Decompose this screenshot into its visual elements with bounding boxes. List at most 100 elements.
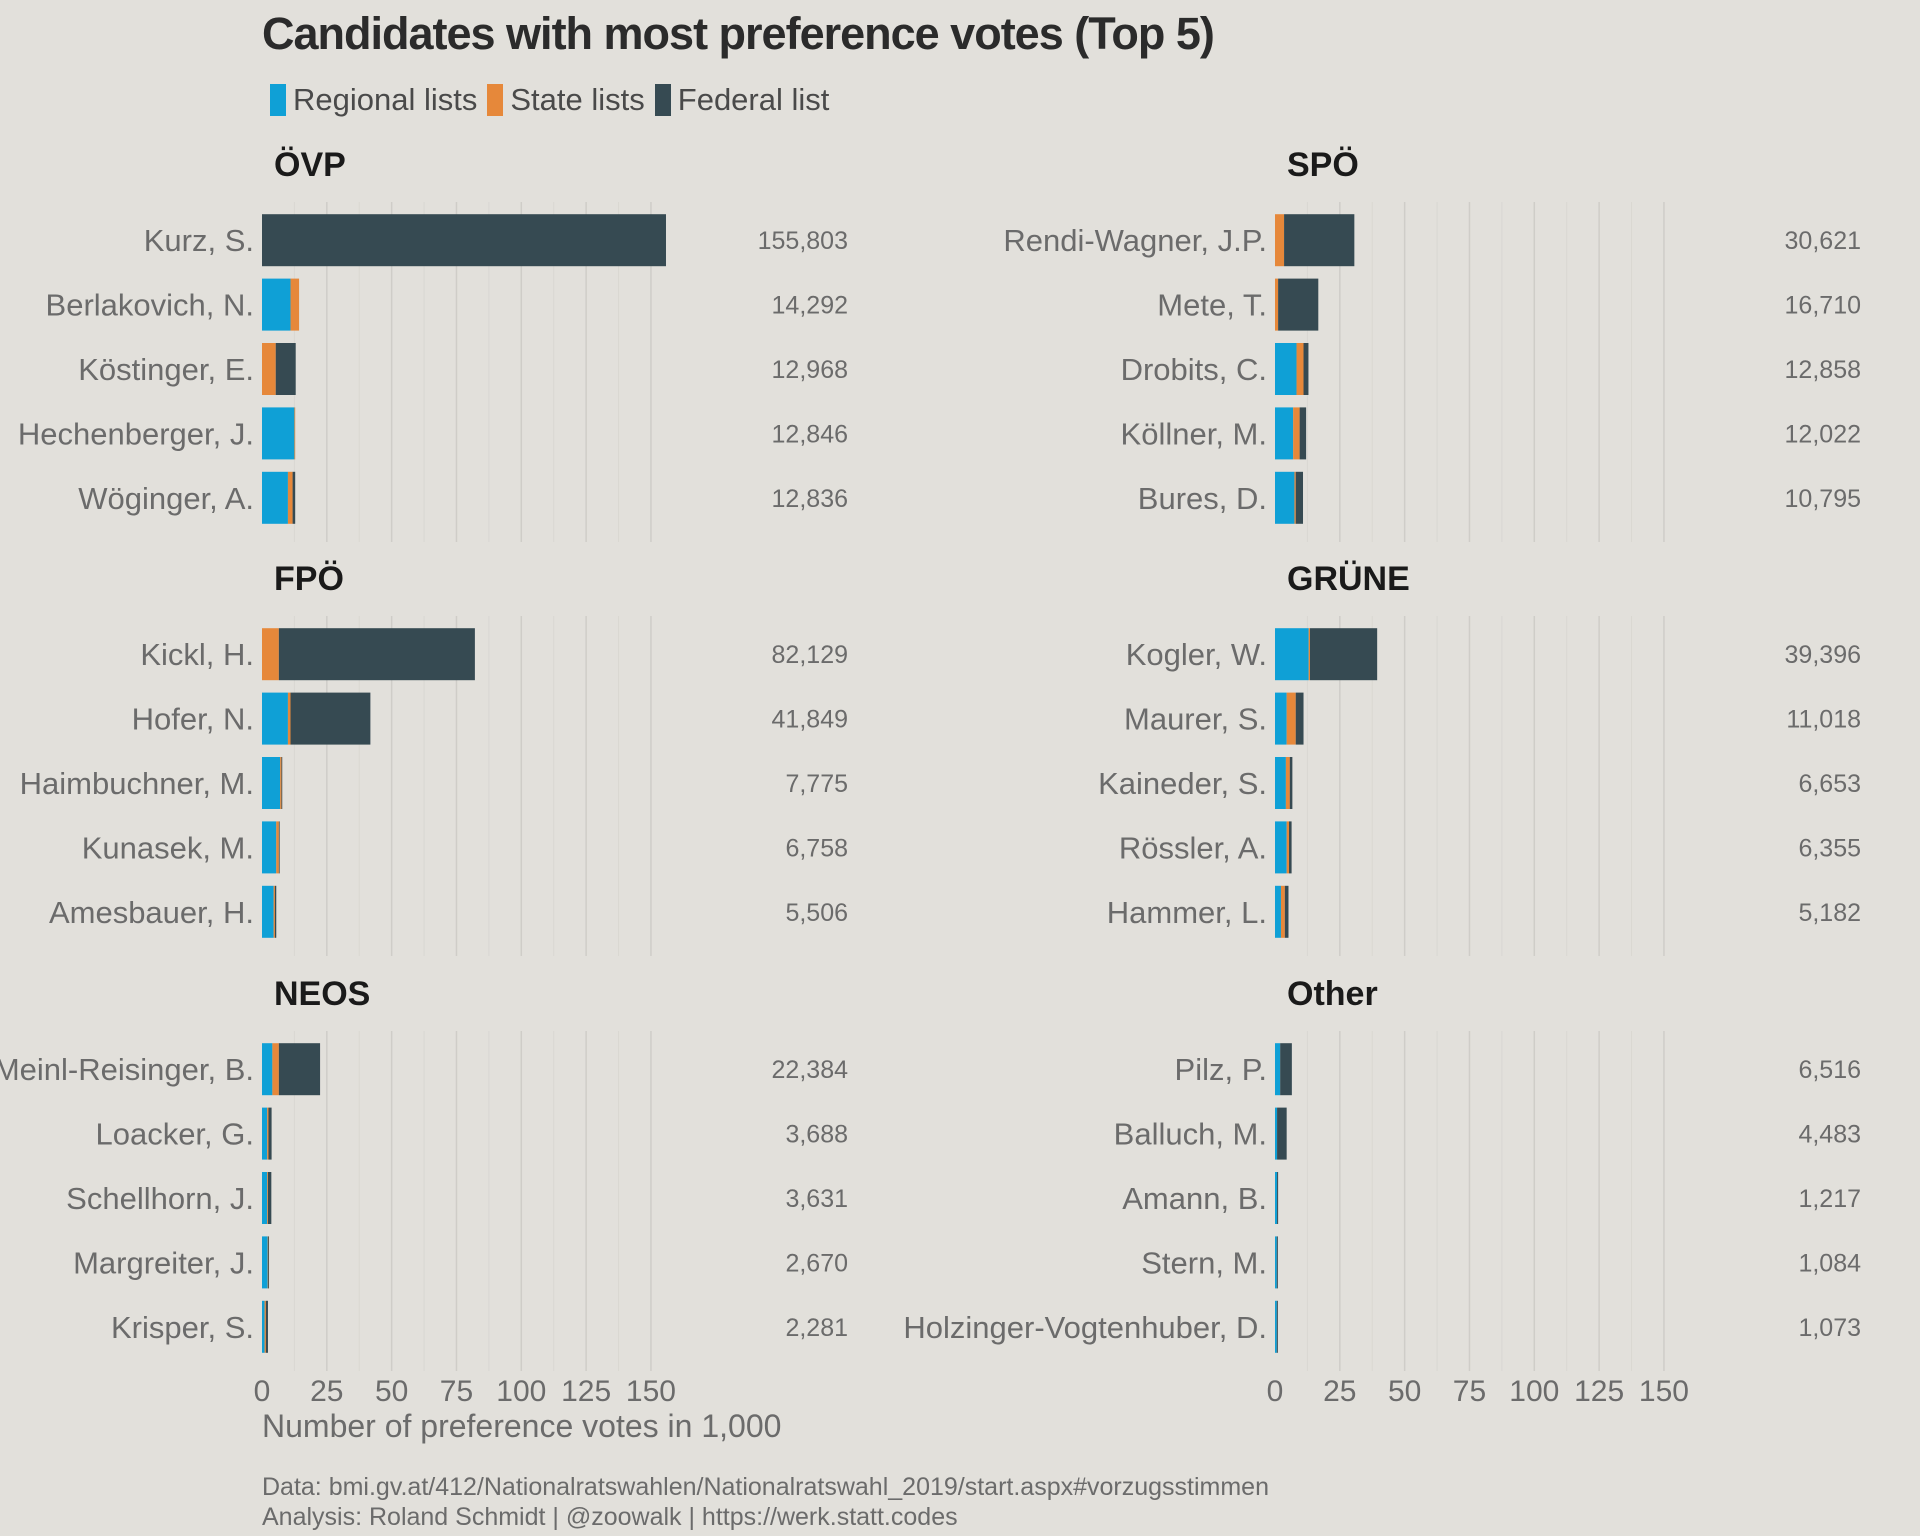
bar-grune-kogler-w-federal xyxy=(1310,628,1378,681)
total-label-kickl-h: 82,129 xyxy=(772,641,848,669)
bar-spo-mete-t-state xyxy=(1275,278,1279,331)
bar-other-holzinger-vogtenhuber-d-federal xyxy=(1276,1300,1278,1353)
x-tick-label-right-25: 25 xyxy=(1323,1375,1356,1408)
panel-title-spo: SPÖ xyxy=(1287,146,1359,184)
bar-neos-krisper-s-state xyxy=(264,1300,266,1353)
bar-grune-hammer-l-regional xyxy=(1275,885,1281,938)
candidate-label-rossler-a: Rössler, A. xyxy=(1119,830,1267,865)
panel-title-grune: GRÜNE xyxy=(1287,560,1410,598)
candidate-label-amesbauer-h: Amesbauer, H. xyxy=(49,895,254,930)
candidate-label-woginger-a: Wöginger, A. xyxy=(78,481,254,516)
bar-grune-hammer-l-state xyxy=(1280,885,1285,938)
x-tick-label-left-0: 0 xyxy=(254,1375,271,1408)
candidate-label-hammer-l: Hammer, L. xyxy=(1107,895,1267,930)
bar-neos-loacker-g-regional xyxy=(262,1107,268,1160)
candidate-label-kurz-s: Kurz, S. xyxy=(144,223,254,258)
bar-ovp-berlakovich-n-regional xyxy=(262,278,291,331)
bar-grune-maurer-s-state xyxy=(1286,692,1296,745)
bar-fpo-haimbuchner-m-state xyxy=(280,757,282,809)
bar-other-stern-m-federal xyxy=(1276,1236,1278,1289)
total-label-loacker-g: 3,688 xyxy=(785,1121,848,1149)
total-label-hofer-n: 41,849 xyxy=(772,706,848,734)
bar-fpo-haimbuchner-m-regional xyxy=(262,757,281,809)
legend-swatch-state xyxy=(487,84,504,116)
bar-spo-bures-d-regional xyxy=(1275,471,1295,524)
bar-fpo-hofer-n-federal xyxy=(290,692,371,745)
total-label-kollner-m: 12,022 xyxy=(1785,420,1861,448)
bar-neos-schellhorn-j-federal xyxy=(267,1172,272,1224)
total-label-kogler-w: 39,396 xyxy=(1785,641,1861,669)
bar-spo-drobits-c-federal xyxy=(1303,343,1309,395)
bar-spo-drobits-c-state xyxy=(1296,343,1304,395)
candidate-label-margreiter-j: Margreiter, J. xyxy=(73,1245,254,1280)
bar-ovp-kurz-s-federal xyxy=(262,214,666,267)
bar-ovp-berlakovich-n-state xyxy=(290,278,300,331)
candidate-label-balluch-m: Balluch, M. xyxy=(1114,1117,1267,1152)
legend-item-state: State lists xyxy=(487,82,645,118)
legend-item-regional: Regional lists xyxy=(270,82,477,118)
x-tick-label-right-50: 50 xyxy=(1388,1375,1421,1408)
legend-label-federal: Federal list xyxy=(677,82,830,117)
bar-spo-mete-t-federal xyxy=(1278,278,1319,331)
panel-title-fpo: FPÖ xyxy=(274,560,344,598)
bar-fpo-hofer-n-regional xyxy=(262,692,288,745)
legend-swatch-regional xyxy=(270,84,286,116)
bar-neos-margreiter-j-federal xyxy=(268,1236,270,1289)
bar-ovp-kostinger-e-state xyxy=(262,343,276,395)
bar-grune-rossler-a-state xyxy=(1286,821,1290,874)
bar-grune-rossler-a-federal xyxy=(1289,821,1292,874)
total-label-holzinger-vogtenhuber-d: 1,073 xyxy=(1798,1314,1861,1342)
total-label-stern-m: 1,084 xyxy=(1798,1249,1861,1277)
x-tick-label-right-0: 0 xyxy=(1267,1375,1284,1408)
bar-fpo-amesbauer-h-federal xyxy=(274,885,277,938)
total-label-hechenberger-j: 12,846 xyxy=(772,420,848,448)
candidate-label-schellhorn-j: Schellhorn, J. xyxy=(66,1181,254,1216)
bar-grune-maurer-s-federal xyxy=(1295,692,1304,745)
total-label-pilz-p: 6,516 xyxy=(1798,1056,1861,1084)
caption-analysis-credit: Analysis: Roland Schmidt | @zoowalk | ht… xyxy=(262,1503,958,1531)
total-label-rendi-wagner-j-p: 30,621 xyxy=(1785,227,1861,255)
bar-grune-kaineder-s-state xyxy=(1285,757,1290,809)
bar-other-pilz-p-regional xyxy=(1275,1043,1281,1096)
legend-label-regional: Regional lists xyxy=(293,82,478,117)
panel-title-ovp: ÖVP xyxy=(274,146,346,184)
legend-item-federal: Federal list xyxy=(654,82,830,118)
x-tick-label-left-50: 50 xyxy=(375,1375,408,1408)
candidate-label-loacker-g: Loacker, G. xyxy=(95,1117,254,1152)
candidate-label-pilz-p: Pilz, P. xyxy=(1175,1052,1267,1087)
total-label-schellhorn-j: 3,631 xyxy=(785,1185,848,1213)
bar-ovp-woginger-a-regional xyxy=(262,471,288,524)
bar-neos-meinl-reisinger-b-federal xyxy=(278,1043,321,1096)
total-label-woginger-a: 12,836 xyxy=(772,485,848,513)
bar-fpo-amesbauer-h-regional xyxy=(262,885,274,938)
x-tick-label-left-150: 150 xyxy=(626,1375,676,1408)
panel-title-neos: NEOS xyxy=(274,975,370,1013)
total-label-drobits-c: 12,858 xyxy=(1785,356,1861,384)
x-tick-label-right-75: 75 xyxy=(1453,1375,1486,1408)
candidate-label-drobits-c: Drobits, C. xyxy=(1121,352,1267,387)
total-label-hammer-l: 5,182 xyxy=(1798,899,1861,927)
bar-neos-margreiter-j-regional xyxy=(262,1236,268,1289)
bar-other-holzinger-vogtenhuber-d-regional xyxy=(1275,1300,1277,1353)
candidate-label-kickl-h: Kickl, H. xyxy=(140,637,254,672)
panel-title-other: Other xyxy=(1287,975,1378,1013)
x-axis-label: Number of preference votes in 1,000 xyxy=(262,1408,782,1444)
bar-fpo-amesbauer-h-state xyxy=(273,885,275,938)
candidate-label-haimbuchner-m: Haimbuchner, M. xyxy=(20,766,254,801)
bar-neos-krisper-s-federal xyxy=(265,1300,268,1353)
chart-title: Candidates with most preference votes (T… xyxy=(262,8,1215,59)
bar-grune-maurer-s-regional xyxy=(1275,692,1287,745)
candidate-label-kogler-w: Kogler, W. xyxy=(1126,637,1267,672)
candidate-label-kollner-m: Köllner, M. xyxy=(1121,416,1267,451)
candidate-label-krisper-s: Krisper, S. xyxy=(111,1310,254,1345)
total-label-kurz-s: 155,803 xyxy=(758,227,848,255)
bar-fpo-kickl-h-federal xyxy=(278,628,475,681)
bar-neos-loacker-g-state xyxy=(267,1107,269,1160)
candidate-label-rendi-wagner-j-p: Rendi-Wagner, J.P. xyxy=(1003,223,1267,258)
bar-other-amann-b-federal xyxy=(1277,1172,1279,1224)
bar-spo-kollner-m-state xyxy=(1293,407,1300,460)
candidate-label-meinl-reisinger-b: Meinl-Reisinger, B. xyxy=(0,1052,254,1087)
candidate-label-hechenberger-j: Hechenberger, J. xyxy=(18,416,254,451)
caption-data-source: Data: bmi.gv.at/412/Nationalratswahlen/N… xyxy=(262,1473,1269,1501)
candidate-label-kostinger-e: Köstinger, E. xyxy=(78,352,254,387)
